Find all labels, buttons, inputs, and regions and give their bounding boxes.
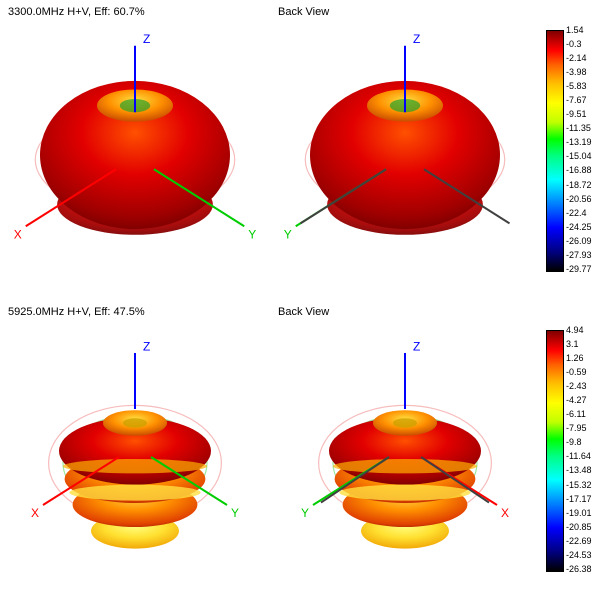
svg-text:Z: Z xyxy=(413,340,420,354)
colorbar-tick: -24.25 xyxy=(566,223,592,232)
svg-text:Y: Y xyxy=(301,506,309,520)
colorbar-tick: -26.38 xyxy=(566,565,592,574)
colorbar-tick: -5.83 xyxy=(566,82,592,91)
colorbar-ticks: 1.54 -0.3 -2.14 -3.98 -5.83 -7.67 -9.51 -11.35 -… xyxy=(566,26,592,274)
colorbar-tick: -6.11 xyxy=(566,410,592,419)
colorbar: 1.54 -0.3 -2.14 -3.98 -5.83 -7.67 -9.51 -11.35 -… xyxy=(540,0,600,300)
svg-text:X: X xyxy=(501,506,509,520)
colorbar-tick: -19.01 xyxy=(566,509,592,518)
colorbar-tick: -2.43 xyxy=(566,382,592,391)
colorbar-tick: -0.59 xyxy=(566,368,592,377)
colorbar-tick: -22.69 xyxy=(566,537,592,546)
colorbar-tick: -3.98 xyxy=(566,68,592,77)
colorbar-gradient xyxy=(546,30,564,272)
svg-text:Y: Y xyxy=(248,227,256,241)
colorbar: 4.94 3.1 1.26 -0.59 -2.43 -4.27 -6.11 -7.95 -9.8… xyxy=(540,300,600,600)
colorbar-tick: -20.85 xyxy=(566,523,592,532)
colorbar-tick: -11.64 xyxy=(566,452,592,461)
colorbar-tick: 1.54 xyxy=(566,26,592,35)
colorbar-tick: -13.48 xyxy=(566,466,592,475)
colorbar-tick: 1.26 xyxy=(566,354,592,363)
colorbar-tick: -9.51 xyxy=(566,110,592,119)
colorbar-tick: -24.53 xyxy=(566,551,592,560)
svg-text:Y: Y xyxy=(231,506,239,520)
colorbar-tick: -29.77 xyxy=(566,265,592,274)
colorbar-tick: -11.35 xyxy=(566,124,592,133)
colorbar-tick: -16.88 xyxy=(566,166,592,175)
colorbar-tick: -2.14 xyxy=(566,54,592,63)
right-plot-cell: Back ViewZYX xyxy=(270,300,540,600)
colorbar-tick: 4.94 xyxy=(566,326,592,335)
colorbar-tick: -22.4 xyxy=(566,209,592,218)
svg-text:Z: Z xyxy=(143,32,150,46)
colorbar-tick: -18.72 xyxy=(566,181,592,190)
colorbar-tick: -7.67 xyxy=(566,96,592,105)
colorbar-tick: -26.09 xyxy=(566,237,592,246)
colorbar-tick: -17.17 xyxy=(566,495,592,504)
colorbar-tick: 3.1 xyxy=(566,340,592,349)
svg-text:X: X xyxy=(31,506,39,520)
colorbar-tick: -27.93 xyxy=(566,251,592,260)
colorbar-tick: -13.19 xyxy=(566,138,592,147)
colorbar-tick: -15.04 xyxy=(566,152,592,161)
svg-text:Y: Y xyxy=(284,227,292,241)
colorbar-gradient xyxy=(546,330,564,572)
colorbar-tick: -9.8 xyxy=(566,438,592,447)
colorbar-ticks: 4.94 3.1 1.26 -0.59 -2.43 -4.27 -6.11 -7.95 -9.8… xyxy=(566,326,592,574)
colorbar-tick: -15.32 xyxy=(566,481,592,490)
left-plot-cell: 5925.0MHz H+V, Eff: 47.5%ZXY xyxy=(0,300,270,600)
colorbar-tick: -7.95 xyxy=(566,424,592,433)
colorbar-tick: -0.3 xyxy=(566,40,592,49)
svg-text:Z: Z xyxy=(413,32,420,46)
colorbar-tick: -20.56 xyxy=(566,195,592,204)
left-plot-cell: 3300.0MHz H+V, Eff: 60.7%ZXY xyxy=(0,0,270,300)
colorbar-tick: -4.27 xyxy=(566,396,592,405)
svg-text:X: X xyxy=(14,227,22,241)
svg-text:Z: Z xyxy=(143,340,150,354)
right-plot-cell: Back ViewZY xyxy=(270,0,540,300)
